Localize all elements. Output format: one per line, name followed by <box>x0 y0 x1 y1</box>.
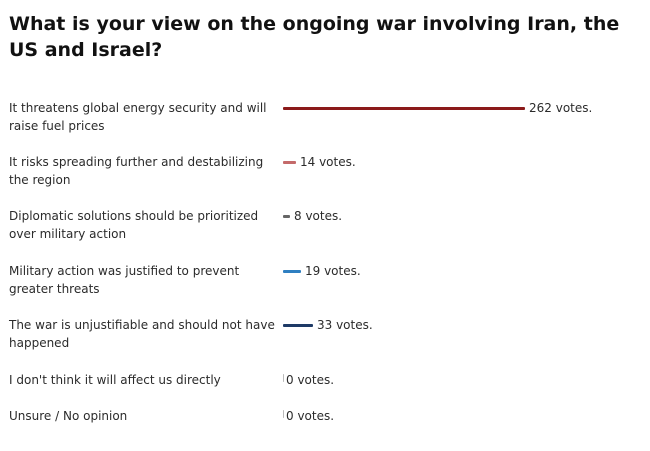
poll-option: The war is unjustifiable and should not … <box>0 316 650 360</box>
poll-result-bar <box>283 160 296 164</box>
poll-vote-count: 14 votes. <box>300 155 356 169</box>
poll-result-bar-row: 262 votes. <box>283 99 592 117</box>
poll-option: I don't think it will affect us directly… <box>0 371 650 415</box>
poll-option: It risks spreading further and destabili… <box>0 153 650 197</box>
poll-result-bar <box>283 374 284 382</box>
poll-result-bar-row: 0 votes. <box>283 407 334 425</box>
poll-option-label: It threatens global energy security and … <box>9 101 267 133</box>
poll-vote-count: 33 votes. <box>317 318 373 332</box>
poll-result-bar <box>283 410 284 418</box>
poll-vote-count: 8 votes. <box>294 209 343 223</box>
poll-option-label: The war is unjustifiable and should not … <box>9 318 275 350</box>
poll-result-bar <box>283 323 313 327</box>
poll-option-label: It risks spreading further and destabili… <box>9 155 264 187</box>
poll-option: It threatens global energy security and … <box>0 99 650 143</box>
poll-vote-count: 262 votes. <box>529 101 593 115</box>
poll-option-label: Unsure / No opinion <box>9 409 128 423</box>
poll-option-label: Military action was justified to prevent… <box>9 264 240 296</box>
poll-results: What is your view on the ongoing war inv… <box>0 13 650 423</box>
poll-result-bar-row: 33 votes. <box>283 316 373 334</box>
poll-option: Military action was justified to prevent… <box>0 262 650 306</box>
poll-result-bar-row: 8 votes. <box>283 207 342 225</box>
poll-result-bar <box>283 269 301 273</box>
poll-result-bar-row: 0 votes. <box>283 371 334 389</box>
poll-question: What is your view on the ongoing war inv… <box>9 13 620 61</box>
poll-option-label: Diplomatic solutions should be prioritiz… <box>9 209 259 241</box>
poll-option-label: I don't think it will affect us directly <box>9 373 221 387</box>
poll-result-bar <box>283 214 290 218</box>
poll-result-bar-row: 19 votes. <box>283 262 361 280</box>
poll-vote-count: 0 votes. <box>286 373 335 387</box>
poll-option: Unsure / No opinion 0 votes. <box>0 407 650 451</box>
poll-option: Diplomatic solutions should be prioritiz… <box>0 207 650 251</box>
poll-vote-count: 0 votes. <box>286 409 335 423</box>
poll-vote-count: 19 votes. <box>305 264 361 278</box>
poll-result-bar <box>283 106 525 110</box>
poll-result-bar-row: 14 votes. <box>283 153 356 171</box>
